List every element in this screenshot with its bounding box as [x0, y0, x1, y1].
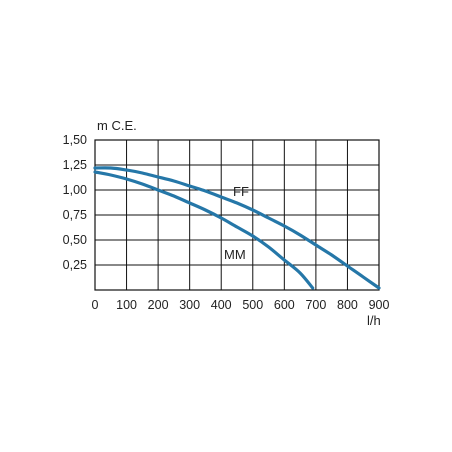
x-tick-label: 300 [179, 298, 200, 312]
x-axis-unit-label: l/h [367, 313, 381, 328]
chart-grid [94, 139, 380, 291]
series-lines [93, 166, 381, 290]
x-tick-label: 900 [369, 298, 390, 312]
x-tick-label: 500 [242, 298, 263, 312]
y-tick-label: 0,25 [63, 258, 87, 272]
x-tick-label: 0 [92, 298, 99, 312]
series-label-ff: FF [233, 184, 249, 199]
x-tick-label: 800 [337, 298, 358, 312]
x-tick-label: 400 [211, 298, 232, 312]
y-tick-label: 1,50 [63, 133, 87, 147]
x-tick-label: 600 [274, 298, 295, 312]
x-tick-label: 700 [305, 298, 326, 312]
y-axis-unit-label: m C.E. [97, 118, 137, 133]
series-line-ff [93, 166, 381, 290]
y-tick-label: 1,25 [63, 158, 87, 172]
x-tick-label: 100 [116, 298, 137, 312]
y-axis-ticks: 0,25 0,50 0,75 1,00 1,25 1,50 [63, 133, 87, 272]
y-tick-label: 1,00 [63, 183, 87, 197]
y-tick-label: 0,75 [63, 208, 87, 222]
x-axis-ticks: 0 100 200 300 400 500 600 700 800 900 [92, 298, 390, 312]
x-tick-label: 200 [148, 298, 169, 312]
series-label-mm: MM [224, 247, 246, 262]
y-tick-label: 0,50 [63, 233, 87, 247]
series-line-mm [93, 170, 315, 290]
